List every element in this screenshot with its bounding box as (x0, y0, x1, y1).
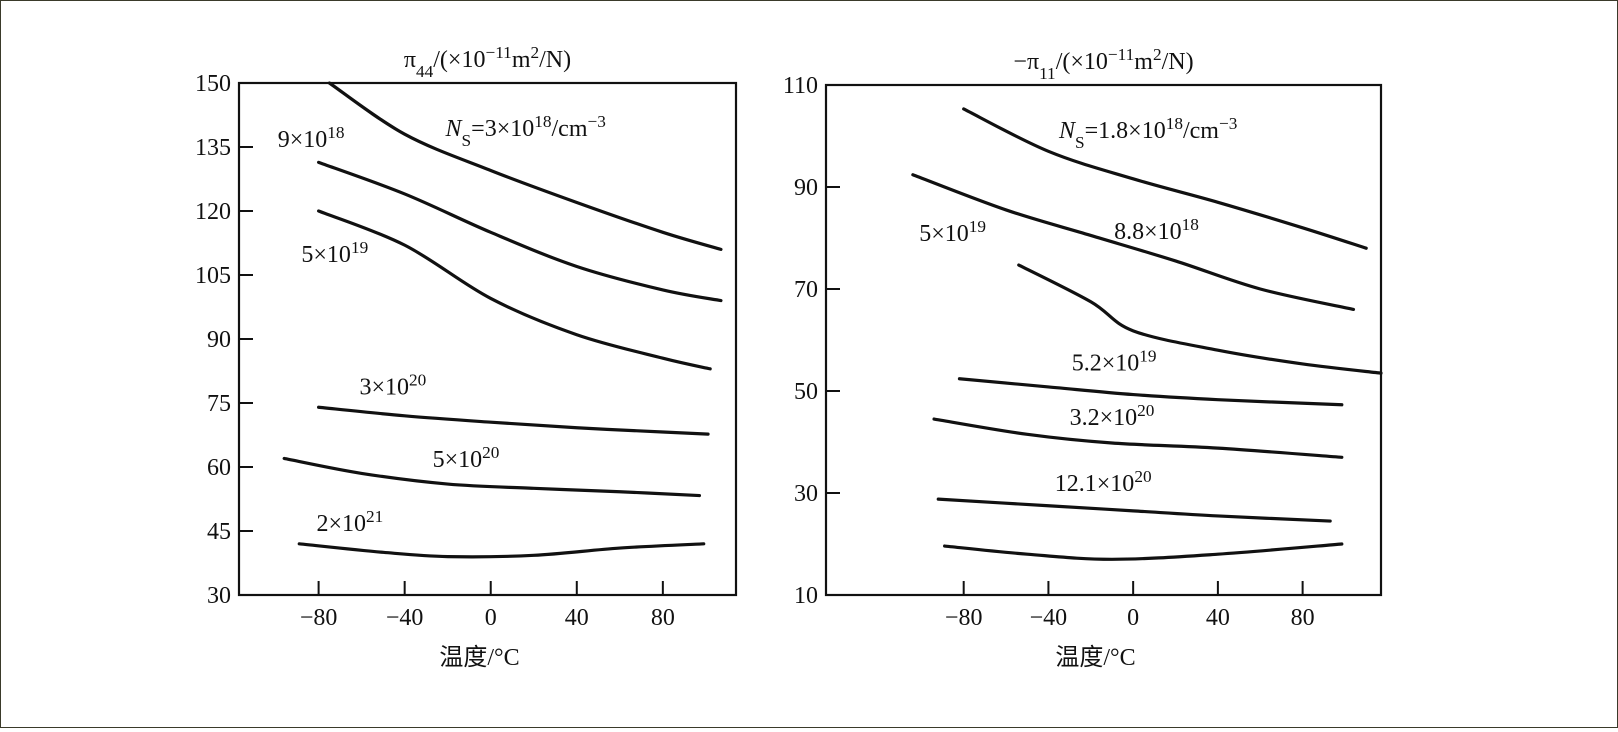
x-tick-label: 80 (1291, 605, 1315, 631)
curve-annotation: 5×1019 (919, 217, 986, 248)
x-tick-label: −80 (300, 605, 338, 631)
y-tick-label: 10 (794, 583, 818, 609)
y-tick-label: 45 (207, 519, 231, 545)
curve-annotation: 8.8×1018 (1114, 215, 1199, 246)
series-curve-3.2×10^20 (932, 417, 1344, 459)
curve-annotation: 9×1018 (278, 123, 345, 154)
series-curve-2×10^21 (297, 542, 706, 559)
chart-1: π44/(×10−11m2/N) 30 45 60 75 90 105 120 135 150 −8… (195, 43, 738, 671)
y-tick-label: 105 (195, 263, 231, 289)
series-curve-5×10^19 (317, 209, 712, 371)
y-tick-label: 60 (207, 455, 231, 481)
y-tick-label: 30 (207, 583, 231, 609)
series-curve-1.8×10^18 (962, 107, 1368, 250)
series-curve-12.1×10^20 (936, 497, 1332, 523)
curve-annotation: 3×1020 (359, 370, 426, 401)
x-tick-label: −40 (386, 605, 424, 631)
x-tick-label: −40 (1030, 605, 1068, 631)
y-tick-label: 90 (794, 175, 818, 201)
x-tick-label: −80 (945, 605, 983, 631)
curve-annotation: 3.2×1020 (1070, 401, 1155, 432)
y-tick-label: 135 (195, 135, 231, 161)
x-axis-label: 温度/°C (1055, 644, 1135, 671)
x-tick-label: 40 (565, 605, 589, 631)
curve-annotation: NS=1.8×1018/cm−3 (1058, 114, 1237, 152)
series-curve-5×10^19 (1017, 263, 1383, 375)
series-curve-5.2×10^19 (957, 377, 1344, 407)
series-curve-5×10^20 (282, 456, 702, 498)
curve-annotation: 5.2×1019 (1072, 346, 1157, 377)
y-tick-label: 150 (195, 71, 231, 97)
series-curve-8.8×10^18 (911, 173, 1356, 311)
plot-frame (824, 83, 1383, 597)
series-curve-9×10^18 (317, 160, 723, 303)
y-tick-label: 30 (794, 481, 818, 507)
y-tick-label: 120 (195, 199, 231, 225)
x-tick-label: 0 (1127, 605, 1139, 631)
y-tick-label: 90 (207, 327, 231, 353)
curve-annotation: 5×1019 (301, 238, 368, 269)
series-curve-3×10^20 (317, 405, 710, 436)
plot-frame (237, 81, 738, 597)
y-tick-label: 70 (794, 277, 818, 303)
chart-title: π44/(×10−11m2/N) (404, 43, 571, 81)
curve-annotation: 2×1021 (316, 507, 383, 538)
curve-annotation: 5×1020 (433, 443, 500, 474)
chart-title: −π11/(×10−11m2/N) (1013, 45, 1193, 83)
chart-2: −π11/(×10−11m2/N) 10 30 50 70 90 110 −80 −40 0 40 8… (783, 45, 1383, 671)
curve-annotation: NS=3×1018/cm−3 (445, 111, 606, 149)
x-tick-label: 40 (1206, 605, 1230, 631)
curve-annotation: 12.1×1020 (1055, 466, 1152, 497)
y-tick-label: 50 (794, 379, 818, 405)
x-axis-label: 温度/°C (439, 644, 519, 671)
y-tick-label: 110 (783, 73, 818, 99)
series-curve-lowest (943, 542, 1344, 561)
y-tick-label: 75 (207, 391, 231, 417)
x-tick-label: 80 (651, 605, 675, 631)
x-tick-label: 0 (485, 605, 497, 631)
series-curve-3×10^18 (327, 81, 723, 251)
